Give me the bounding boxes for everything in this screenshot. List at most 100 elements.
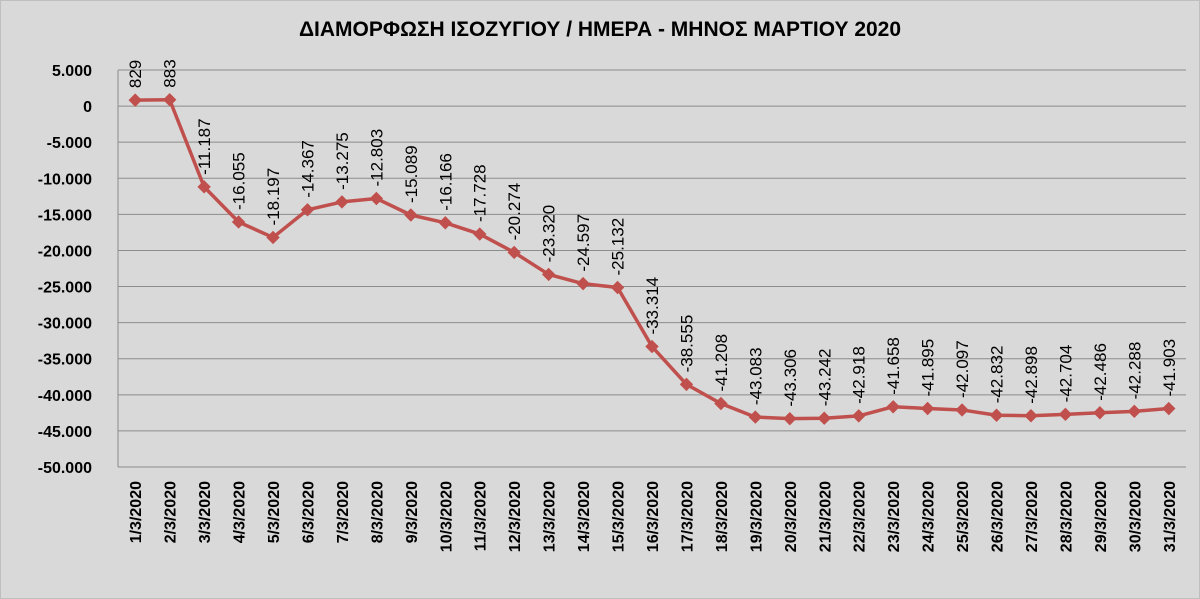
- data-label: -33.314: [643, 277, 662, 335]
- data-point-marker: [783, 411, 797, 426]
- data-point-marker: [197, 180, 211, 194]
- data-label: -17.728: [471, 164, 490, 222]
- data-point-marker: [300, 203, 315, 217]
- y-tick-label: 0: [83, 99, 92, 116]
- data-label: -42.898: [1022, 346, 1041, 404]
- x-tick-label: 23/3/2020: [886, 481, 903, 552]
- data-label: -42.288: [1125, 342, 1144, 400]
- data-label: -15.089: [402, 145, 421, 203]
- data-label: -41.658: [884, 337, 903, 395]
- data-point-marker: [1024, 409, 1038, 423]
- y-tick-label: -45.000: [38, 424, 92, 441]
- data-point-marker: [162, 93, 177, 107]
- data-point-marker: [1162, 401, 1176, 416]
- x-tick-label: 17/3/2020: [679, 481, 696, 552]
- x-tick-label: 24/3/2020: [921, 481, 938, 552]
- data-point-marker: [266, 230, 280, 245]
- data-label: -42.918: [850, 346, 869, 404]
- data-point-marker: [645, 339, 659, 354]
- x-tick-label: 5/3/2020: [266, 481, 283, 543]
- y-tick-label: -25.000: [38, 280, 92, 297]
- x-tick-label: 7/3/2020: [335, 481, 352, 543]
- x-tick-label: 4/3/2020: [232, 481, 249, 543]
- data-label: -16.166: [436, 153, 455, 211]
- data-point-marker: [404, 208, 418, 222]
- x-tick-label: 2/3/2020: [163, 481, 180, 543]
- x-tick-label: 12/3/2020: [507, 481, 524, 552]
- x-tick-label: 1/3/2020: [128, 481, 145, 543]
- data-point-marker: [610, 280, 625, 295]
- data-label: -43.083: [746, 347, 765, 405]
- x-tick-label: 8/3/2020: [369, 481, 386, 543]
- y-tick-label: -15.000: [38, 207, 92, 224]
- data-point-marker: [576, 276, 590, 291]
- data-point-marker: [1127, 404, 1142, 419]
- data-label: -43.242: [815, 349, 834, 407]
- data-label: -41.895: [919, 339, 938, 397]
- x-tick-label: 30/3/2020: [1127, 481, 1144, 552]
- y-tick-label: -35.000: [38, 352, 92, 369]
- data-point-marker: [231, 215, 246, 229]
- data-point-marker: [128, 93, 142, 107]
- data-label: 829: [126, 60, 145, 88]
- data-label: -20.274: [505, 183, 524, 241]
- x-tick-label: 11/3/2020: [473, 481, 490, 551]
- x-tick-label: 18/3/2020: [714, 481, 731, 552]
- x-tick-label: 25/3/2020: [955, 481, 972, 552]
- data-point-marker: [541, 267, 556, 282]
- data-point-marker: [507, 245, 521, 260]
- x-tick-label: 26/3/2020: [990, 481, 1007, 552]
- data-label: -42.832: [988, 346, 1007, 404]
- data-point-marker: [989, 408, 1004, 422]
- data-point-marker: [438, 216, 452, 230]
- data-label: -24.597: [574, 214, 593, 272]
- data-point-marker: [748, 410, 763, 424]
- x-tick-label: 29/3/2020: [1093, 481, 1110, 552]
- x-tick-label: 9/3/2020: [404, 481, 421, 543]
- x-tick-label: 13/3/2020: [542, 481, 559, 552]
- y-tick-label: -50.000: [38, 460, 92, 477]
- data-point-marker: [852, 409, 866, 423]
- data-label: -16.055: [230, 152, 249, 210]
- x-tick-label: 22/3/2020: [852, 481, 869, 552]
- data-label: -14.367: [298, 140, 317, 198]
- data-point-marker: [1058, 407, 1073, 422]
- data-label: -41.903: [1160, 339, 1179, 397]
- data-point-marker: [369, 191, 384, 206]
- x-tick-label: 20/3/2020: [783, 481, 800, 552]
- data-point-marker: [679, 377, 694, 392]
- data-label: -42.704: [1056, 345, 1075, 403]
- series-line: [135, 97, 1169, 421]
- x-tick-label: 28/3/2020: [1058, 481, 1075, 552]
- data-point-marker: [886, 400, 900, 414]
- x-tick-label: 15/3/2020: [611, 481, 628, 552]
- chart-title: ΔΙΑΜΟΡΦΩΣΗ ΙΣΟΖΥΓΙΟΥ / ΗΜΕΡΑ - ΜΗΝΟΣ ΜΑΡ…: [298, 18, 902, 41]
- x-tick-label: 14/3/2020: [576, 481, 593, 552]
- data-point-marker: [714, 396, 728, 411]
- data-label: -43.306: [781, 349, 800, 407]
- data-label: -23.320: [540, 205, 559, 263]
- x-tick-label: 10/3/2020: [438, 481, 455, 552]
- data-point-marker: [1093, 406, 1107, 420]
- x-tick-label: 21/3/2020: [817, 481, 834, 552]
- y-tick-label: -5.000: [47, 135, 92, 152]
- x-tick-label: 3/3/2020: [197, 481, 214, 543]
- y-tick-label: -30.000: [38, 316, 92, 333]
- data-point-marker: [335, 195, 349, 209]
- x-tick-label: 19/3/2020: [748, 481, 765, 552]
- data-label: -13.275: [333, 132, 352, 190]
- data-label: -41.208: [712, 334, 731, 392]
- data-label: -12.803: [367, 129, 386, 187]
- y-tick-label: -10.000: [38, 171, 92, 188]
- y-tick-label: 5.000: [52, 63, 92, 80]
- x-tick-label: 31/3/2020: [1162, 481, 1179, 552]
- data-label: -42.097: [953, 340, 972, 398]
- y-tick-label: -40.000: [38, 388, 92, 405]
- y-tick-label: -20.000: [38, 243, 92, 260]
- data-point-marker: [955, 403, 969, 417]
- x-tick-label: 27/3/2020: [1024, 481, 1041, 552]
- x-tick-label: 6/3/2020: [300, 481, 317, 543]
- data-label: -18.197: [264, 168, 283, 226]
